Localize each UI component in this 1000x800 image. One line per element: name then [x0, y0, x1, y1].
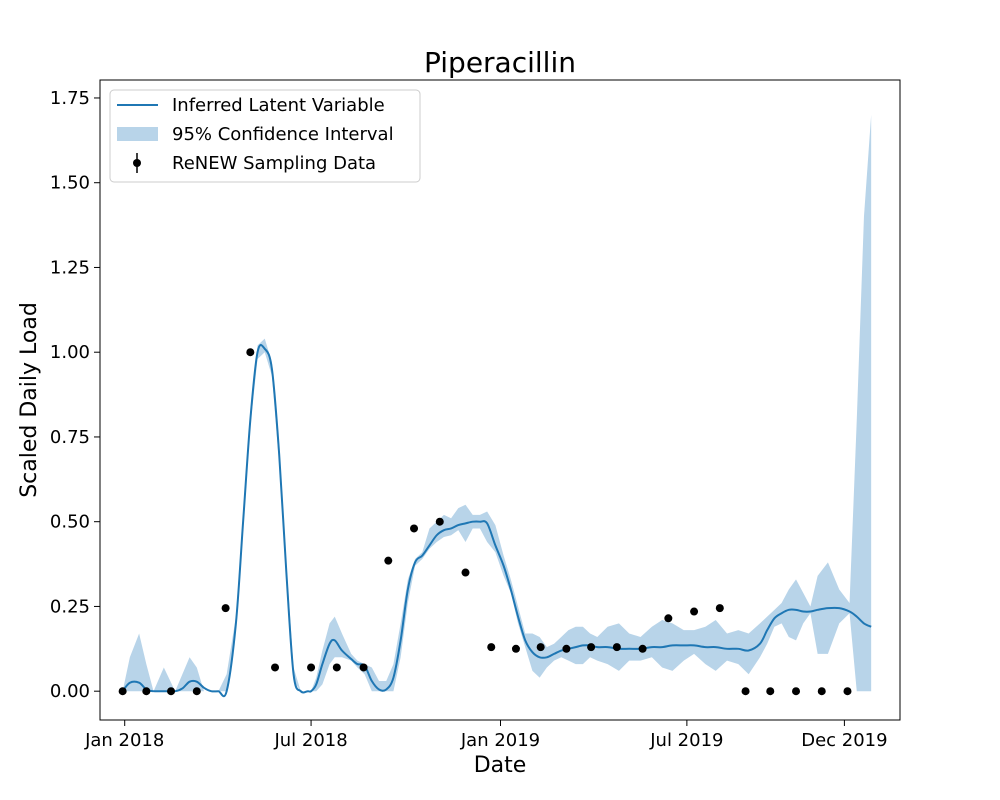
y-tick-label: 0.75: [50, 427, 90, 448]
x-tick-label: Jul 2018: [273, 730, 347, 751]
y-tick-label: 1.50: [50, 173, 90, 194]
sampling-data-point: [487, 643, 496, 652]
sampling-data-point: [612, 643, 621, 652]
sampling-data-point: [359, 663, 368, 672]
x-tick-label: Jul 2019: [649, 730, 723, 751]
sampling-data-point: [664, 614, 673, 623]
axes-frame: [99, 79, 901, 721]
sampling-data-point: [741, 687, 750, 696]
sampling-data-point: [843, 687, 852, 696]
sampling-data-point: [792, 687, 801, 696]
y-axis-ticks: 0.00 0.25 0.50 0.75 1.00 1.25 1.50 1.75: [50, 88, 100, 702]
sampling-data-point: [118, 687, 127, 696]
legend-entry-latent: Inferred Latent Variable: [172, 95, 385, 116]
y-tick-label: 0.25: [50, 596, 90, 617]
x-axis-ticks: Jan 2018 Jul 2018 Jan 2019 Jul 2019 Dec 2019: [84, 720, 888, 751]
sampling-data-point: [167, 687, 176, 696]
sampling-data-point: [715, 604, 724, 613]
legend: Inferred Latent Variable 95% Confidence …: [109, 89, 421, 183]
sampling-data-point: [766, 687, 775, 696]
x-tick-label: Dec 2019: [801, 730, 887, 751]
sampling-data-point: [511, 644, 520, 653]
sampling-data-point: [142, 687, 151, 696]
sampling-data-point: [435, 517, 444, 526]
y-tick-label: 1.75: [50, 88, 90, 109]
sampling-data-point: [690, 607, 699, 616]
sampling-data-point: [562, 644, 571, 653]
y-tick-label: 1.00: [50, 342, 90, 363]
y-tick-label: 1.25: [50, 257, 90, 278]
y-axis-title: Scaled Daily Load: [17, 302, 42, 498]
latent-variable-line: [121, 344, 872, 698]
y-tick-label: 0.00: [50, 681, 90, 702]
sampling-data-point: [587, 643, 596, 652]
sampling-data-point: [536, 643, 545, 652]
x-tick-label: Jan 2018: [84, 730, 164, 751]
y-tick-label: 0.50: [50, 512, 90, 533]
legend-entry-data: ReNEW Sampling Data: [172, 153, 376, 174]
legend-band-swatch: [117, 127, 158, 141]
sampling-data-point: [221, 604, 230, 613]
sampling-data-point: [817, 687, 826, 696]
sampling-data-point: [246, 348, 255, 357]
sampling-data-point: [192, 687, 201, 696]
x-tick-label: Jan 2019: [460, 730, 540, 751]
legend-box: [109, 89, 421, 183]
x-axis-title: Date: [474, 753, 527, 778]
sampling-data-point: [271, 663, 280, 672]
sampling-data-point: [410, 524, 419, 533]
plot-area: [118, 114, 872, 698]
confidence-band: [122, 114, 872, 692]
sampling-data-point: [638, 644, 647, 653]
sampling-data-point: [307, 663, 316, 672]
legend-point-swatch: [133, 159, 141, 167]
chart-title: Piperacillin: [424, 46, 576, 79]
legend-entry-ci: 95% Confidence Interval: [172, 124, 394, 145]
sampling-data-point: [461, 568, 470, 577]
sampling-data-point: [332, 663, 341, 672]
sampling-data-point: [384, 556, 393, 565]
